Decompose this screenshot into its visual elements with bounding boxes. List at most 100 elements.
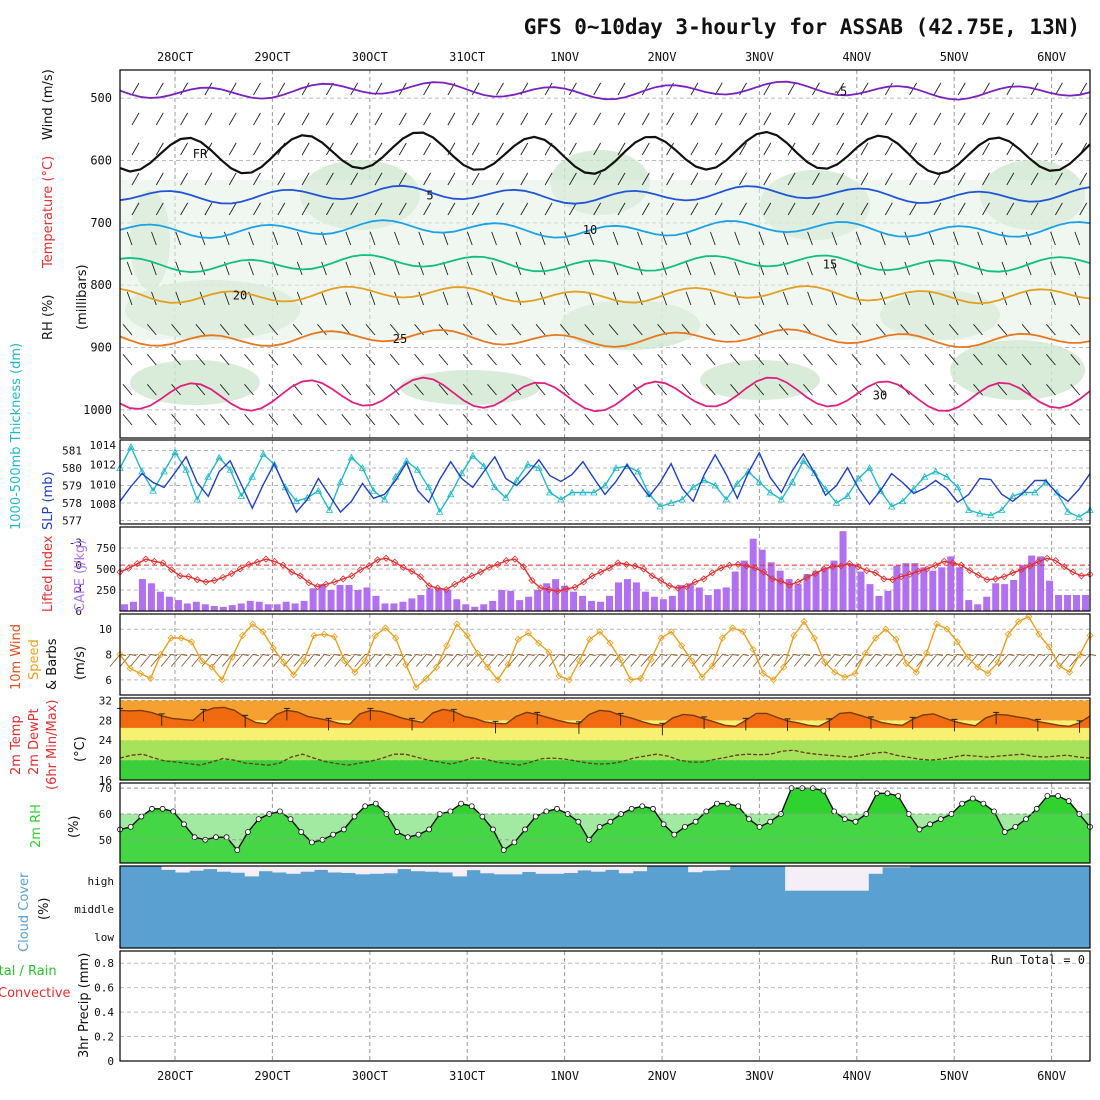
wind-barb	[423, 112, 431, 126]
lifted-index-point	[356, 566, 364, 574]
thickness-point	[215, 453, 223, 461]
temp2m-line	[119, 706, 1091, 728]
wind-barb	[973, 413, 983, 426]
wind10-barb-flag	[211, 654, 218, 656]
lifted-index-point	[957, 561, 965, 569]
wind10-barb-flag	[385, 654, 392, 656]
rh2m-point	[181, 821, 187, 828]
wind-barb	[462, 413, 473, 426]
wind-barb	[423, 202, 431, 216]
lifted-index-point	[425, 582, 433, 590]
wind10-speed-point	[177, 634, 185, 642]
lifted-index-point	[966, 566, 974, 575]
thickness-point	[380, 495, 389, 503]
wind-barb	[803, 413, 813, 426]
wind-barb	[301, 202, 310, 216]
cloud-high-gap	[480, 866, 495, 874]
lifted-index-point	[906, 570, 914, 578]
wind-barb	[763, 82, 772, 96]
wind-barb	[827, 323, 838, 336]
wind10-barb	[221, 654, 233, 667]
wind-barb	[851, 323, 862, 336]
lifted-index-point	[502, 557, 510, 565]
rh2m-point	[468, 803, 475, 810]
cape-bar	[255, 601, 263, 611]
wind10-barb	[589, 654, 601, 667]
wind-barb	[1074, 291, 1081, 306]
ylabel-minmax: (6hr Min/Max)	[45, 700, 60, 790]
thickness-point	[865, 464, 874, 471]
cape-bar	[147, 583, 155, 611]
cloud-high-gap	[369, 866, 384, 874]
lifted-index-point	[554, 587, 562, 595]
wind-barb	[564, 231, 570, 246]
cloud-high-gap	[217, 866, 232, 872]
lifted-index-point	[648, 572, 656, 580]
wind10-barb-flag	[558, 654, 566, 656]
thickness-point	[336, 478, 345, 485]
panel-frame-cloud	[119, 865, 1091, 949]
wind10-speed-point	[147, 674, 155, 683]
rh2m-point	[884, 790, 891, 797]
wind-barb	[758, 231, 765, 246]
thickness-point	[1064, 507, 1072, 515]
rh2m-point	[415, 831, 422, 838]
wind-barb	[398, 172, 407, 186]
thickness-point	[369, 486, 378, 494]
ylabel-upper-temp: Temperature (°C)	[41, 156, 56, 269]
wind10-barb	[803, 654, 815, 667]
slp-tick-label: 1008	[90, 498, 117, 511]
wind-barb	[612, 291, 619, 306]
wind10-barb-flag	[140, 654, 147, 656]
wind10-barb	[558, 654, 570, 667]
lifted-index-point	[640, 565, 648, 573]
wind10-barb	[630, 654, 642, 667]
lifted-index-point	[1077, 572, 1085, 580]
ylabel-upper-wind: Wind (m/s)	[41, 69, 56, 140]
lifted-index-point	[1034, 557, 1043, 565]
thickness-point	[601, 481, 609, 489]
cape-bar	[121, 604, 128, 611]
wind10-barb-flag	[691, 654, 698, 656]
wind10-barb-flag	[844, 654, 852, 656]
wind-barb	[836, 172, 845, 186]
x-date-label-bottom: 4NOV	[842, 1069, 871, 1083]
cape-bar	[318, 584, 326, 611]
cape-bar	[1019, 564, 1027, 611]
lifted-index-point	[416, 573, 425, 581]
wind10-speed-point	[943, 625, 951, 633]
wind-barb	[928, 291, 935, 306]
wind-barb	[952, 261, 959, 276]
isotherm-label: 5	[426, 189, 433, 203]
lifted-index-point	[785, 581, 794, 589]
wind-barb	[909, 142, 917, 156]
wind-barb	[661, 231, 668, 246]
ylabel-upper-mb: (millibars)	[75, 264, 90, 330]
wind10-speed-point	[514, 635, 522, 643]
thickness-point	[920, 472, 929, 480]
cape-bar	[381, 603, 389, 611]
wind-barb	[982, 82, 990, 96]
wind-barb	[199, 291, 206, 306]
wind-barb	[398, 112, 407, 126]
x-date-label-bottom: 6NOV	[1037, 1069, 1066, 1083]
wind-barb	[714, 112, 723, 126]
wind-barb	[317, 353, 327, 366]
cloud-high-gap	[826, 866, 842, 891]
wind-barb	[292, 323, 303, 336]
wind-barb	[812, 142, 820, 156]
rh2m-point	[330, 831, 337, 838]
wind10-speed-point	[361, 657, 369, 665]
wind-barb	[1070, 413, 1081, 426]
wind-barb	[1030, 202, 1039, 216]
lifted-index-point	[133, 560, 141, 568]
wind-barb	[632, 353, 643, 366]
wind-barb	[365, 413, 376, 426]
wind10-barb-flag	[1059, 654, 1066, 656]
rh2m-point	[703, 808, 710, 815]
thickness-point	[546, 488, 554, 496]
x-date-label-top: 4NOV	[842, 50, 871, 64]
wind-barb	[228, 82, 237, 96]
wind10-barb-flag	[487, 654, 494, 656]
wind10-speed-point	[422, 674, 430, 683]
